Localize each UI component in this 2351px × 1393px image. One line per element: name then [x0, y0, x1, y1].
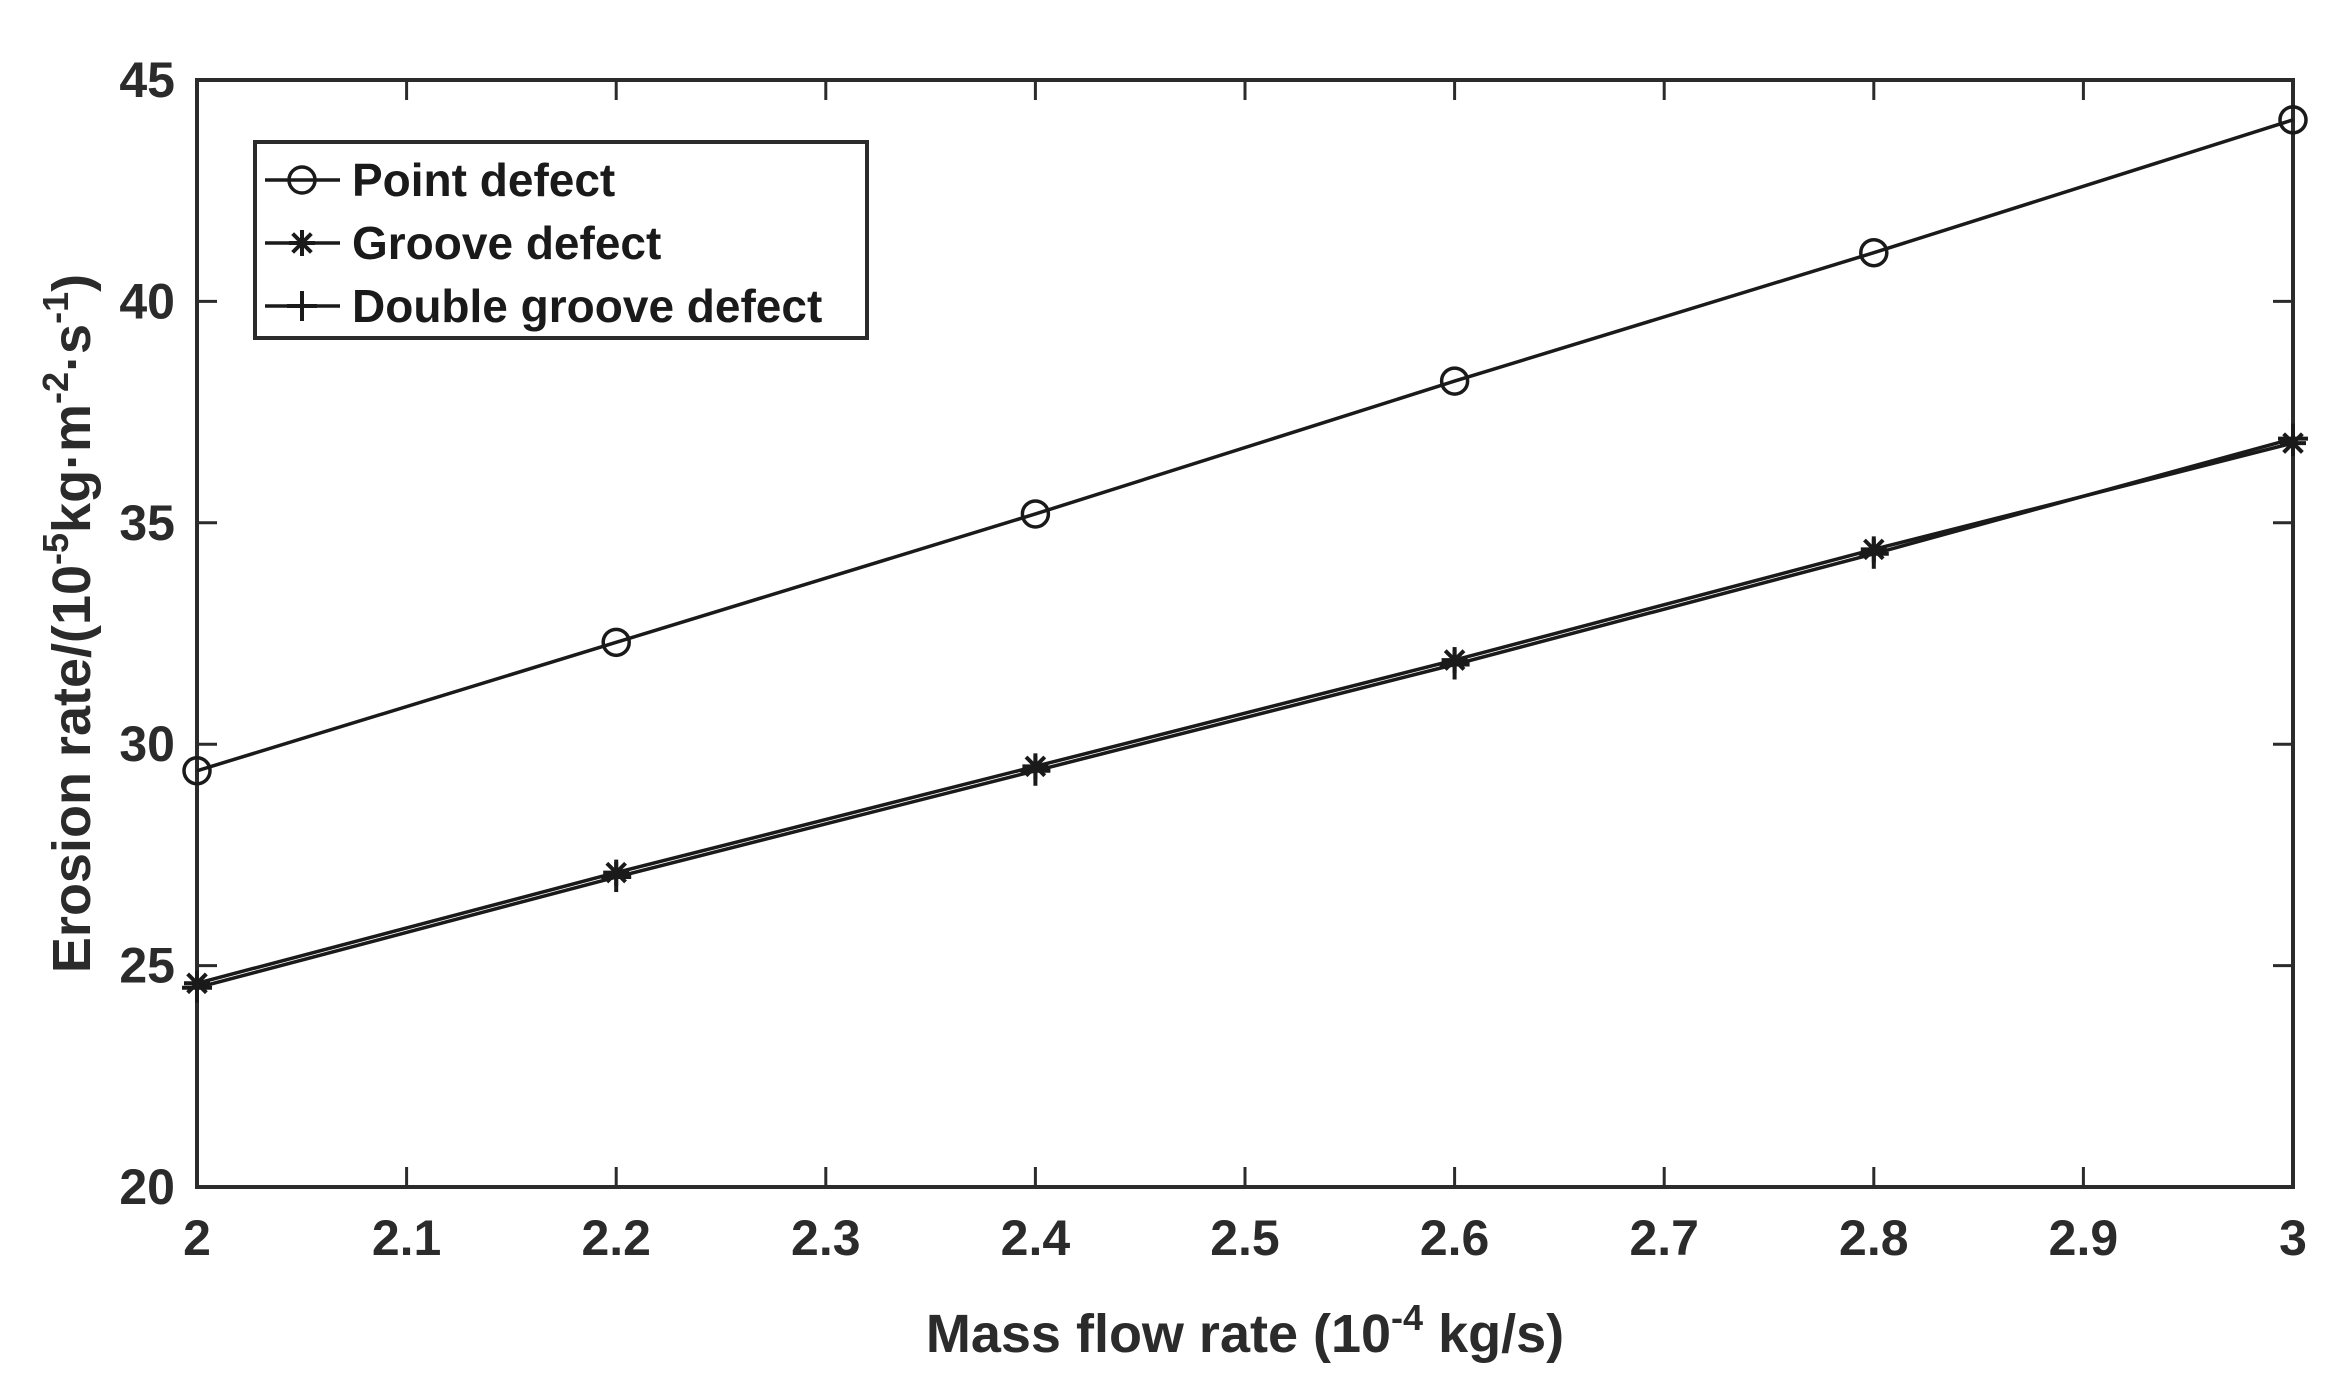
x-axis-title-sup: -4 — [1391, 1297, 1423, 1338]
x-tick-label: 2.8 — [1839, 1210, 1909, 1266]
legend: Point defect Groove defect Double groove d… — [253, 140, 869, 340]
legend-label: Double groove defect — [352, 280, 822, 332]
y-tick-label: 40 — [119, 273, 175, 329]
y-axis-ticks: 20 25 30 35 40 45 — [119, 52, 2293, 1215]
y-axis-title-main: Erosion rate/(10 — [42, 565, 102, 973]
legend-entry: Double groove defect — [265, 280, 822, 332]
x-tick-label: 2 — [183, 1210, 211, 1266]
x-tick-label: 2.5 — [1210, 1210, 1280, 1266]
y-tick-label: 45 — [119, 52, 175, 108]
data-point — [1859, 237, 1889, 268]
y-tick-label: 30 — [119, 716, 175, 772]
x-tick-label: 2.3 — [791, 1210, 861, 1266]
x-tick-label: 2.9 — [2049, 1210, 2119, 1266]
x-axis-title-end: kg/s) — [1423, 1304, 1564, 1364]
series-circle — [182, 105, 2308, 786]
x-tick-label: 2.4 — [1001, 1210, 1071, 1266]
data-point — [1439, 366, 1470, 396]
data-point — [2278, 423, 2308, 454]
y-tick-label: 25 — [119, 938, 175, 994]
data-point — [182, 972, 212, 1003]
legend-label: Groove defect — [352, 217, 661, 269]
y-axis-title-end: ) — [42, 274, 102, 292]
y-axis-title-mid: kg·m — [42, 404, 102, 533]
y-tick-label: 35 — [119, 495, 175, 551]
series-line — [196, 118, 2294, 773]
y-axis-title-sup1: -5 — [35, 533, 76, 565]
data-point — [182, 756, 212, 786]
legend-box — [253, 140, 869, 340]
y-axis-title: Erosion rate/(10-5kg·m-2·s-1) — [35, 274, 102, 973]
data-point — [2278, 105, 2308, 135]
series-layer — [182, 105, 2308, 1003]
series-line — [196, 441, 2294, 986]
y-tick-label: 20 — [119, 1159, 175, 1215]
data-point — [1439, 649, 1470, 680]
data-point — [1020, 755, 1051, 786]
x-tick-label: 3 — [2279, 1210, 2307, 1266]
x-tick-label: 2.1 — [372, 1210, 442, 1266]
y-axis-title-mid2: ·s — [42, 324, 102, 372]
x-tick-label: 2.2 — [581, 1210, 651, 1266]
x-tick-label: 2.6 — [1420, 1210, 1490, 1266]
legend-marker-stroke — [291, 232, 313, 254]
legend-entry: Point defect — [265, 154, 615, 206]
data-point — [601, 862, 632, 893]
legend-label: Point defect — [352, 154, 615, 206]
data-point — [1858, 538, 1889, 569]
series-line — [196, 436, 2294, 990]
y-axis-title-sup3: -1 — [35, 292, 76, 324]
legend-marker — [289, 230, 315, 256]
y-axis-title-sup2: -2 — [35, 372, 76, 404]
x-tick-label: 2.7 — [1629, 1210, 1699, 1266]
x-axis-title-main: Mass flow rate (10 — [926, 1304, 1391, 1364]
series-plus — [182, 423, 2308, 1003]
x-axis-ticks: 2 2.1 2.2 2.3 2.4 2.5 2.6 2.7 2.8 2.9 3 — [183, 80, 2307, 1266]
legend-marker — [287, 165, 317, 195]
legend-entry: Groove defect — [265, 217, 661, 269]
data-point — [601, 627, 631, 658]
x-axis-title: Mass flow rate (10-4 kg/s) — [926, 1297, 1564, 1364]
legend-marker — [287, 291, 317, 321]
data-point — [1020, 499, 1051, 529]
